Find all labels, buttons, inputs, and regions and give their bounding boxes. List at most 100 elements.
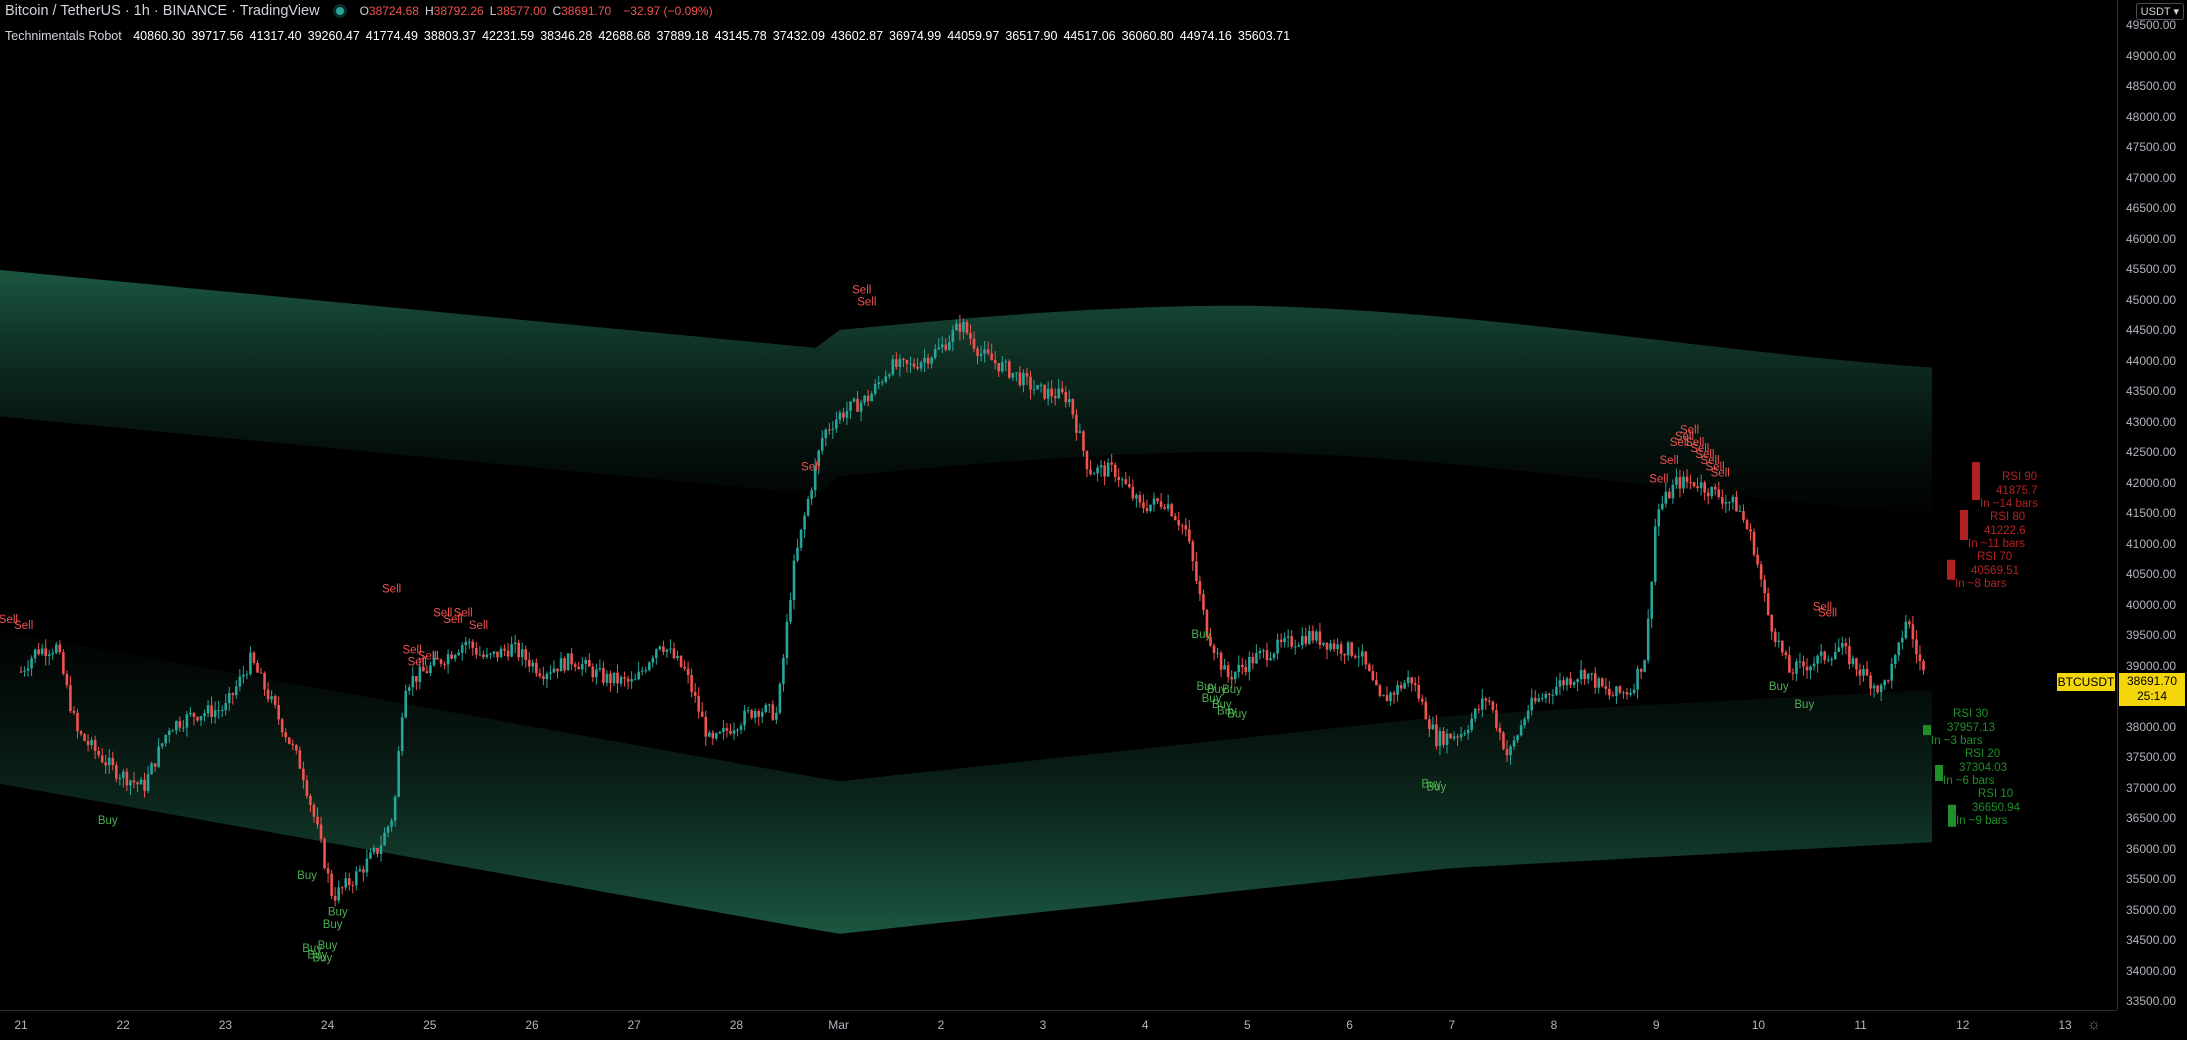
candle-body bbox=[570, 653, 573, 665]
candle-body bbox=[1117, 476, 1121, 481]
candle-body bbox=[407, 687, 411, 691]
candle-body bbox=[1202, 594, 1205, 611]
candle-body bbox=[249, 652, 252, 675]
candle-body bbox=[1848, 646, 1851, 665]
candle-body bbox=[524, 649, 528, 660]
candle-body bbox=[1678, 476, 1682, 489]
buy-signal: Buy bbox=[1227, 708, 1247, 720]
candle-body bbox=[760, 712, 764, 717]
candle-body bbox=[26, 668, 30, 671]
rsi-level-price: 36650.94 bbox=[1972, 802, 2021, 814]
candle-body bbox=[1537, 698, 1541, 702]
candle-body bbox=[662, 646, 665, 652]
candle-body bbox=[1382, 695, 1385, 697]
support-band bbox=[0, 631, 1933, 934]
candle-body bbox=[1445, 733, 1449, 745]
candle-body bbox=[1643, 660, 1646, 672]
candle-body bbox=[1540, 698, 1544, 700]
sell-signal: Sell bbox=[1675, 431, 1694, 443]
candle-body bbox=[1322, 642, 1325, 645]
candle-body bbox=[1128, 483, 1131, 488]
candle-body bbox=[693, 692, 697, 696]
candle-body bbox=[153, 763, 157, 767]
indicator-value: 36974.99 bbox=[889, 29, 942, 43]
time-axis[interactable]: 21 22 23 24 25 26 27 28 Mar 2 3 4 5 6 7 8 9 10 11 12 13 ☼ bbox=[0, 1010, 2117, 1040]
candle-body bbox=[1590, 673, 1594, 675]
candle-body bbox=[602, 668, 605, 683]
candle-body bbox=[1879, 685, 1883, 693]
candle-body bbox=[1343, 653, 1346, 656]
candle-body bbox=[1862, 668, 1865, 676]
candle-body bbox=[44, 648, 48, 656]
candle-body bbox=[266, 689, 270, 700]
candle-body bbox=[884, 376, 888, 382]
candle-body bbox=[1272, 653, 1276, 659]
price-tick: 40500.00 bbox=[2126, 567, 2177, 581]
candle-body bbox=[1124, 479, 1128, 484]
candle-body bbox=[457, 652, 460, 656]
candle-body bbox=[192, 712, 196, 717]
candle-body bbox=[1675, 476, 1678, 485]
currency-selector-button[interactable]: USDT ▾ bbox=[2135, 3, 2184, 20]
indicator-legend[interactable]: Technimentals Robot 40860.30 39717.56 4131… bbox=[5, 29, 1296, 43]
candle-body bbox=[1530, 697, 1534, 711]
candle-body bbox=[1420, 698, 1424, 702]
candle-body bbox=[1692, 482, 1696, 487]
indicator-value: 44517.06 bbox=[1063, 29, 1116, 43]
candle-body bbox=[1629, 692, 1632, 695]
candle-body bbox=[319, 824, 323, 840]
buy-signal: Buy bbox=[328, 907, 348, 919]
candle-body bbox=[753, 711, 757, 718]
symbol-title[interactable]: Bitcoin / TetherUS · 1h · BINANCE · Trad… bbox=[5, 3, 320, 19]
candle-body bbox=[1413, 683, 1417, 686]
price-tick: 45000.00 bbox=[2126, 292, 2177, 307]
candle-body bbox=[1449, 733, 1452, 739]
candle-body bbox=[1297, 645, 1301, 647]
candle-body bbox=[1060, 388, 1064, 392]
candle-body bbox=[538, 673, 542, 677]
candle-body bbox=[838, 412, 842, 420]
candle-body bbox=[1703, 482, 1706, 493]
candle-body bbox=[633, 679, 637, 681]
candle-body bbox=[1466, 729, 1470, 734]
candle-body bbox=[464, 641, 468, 646]
candle-body bbox=[485, 654, 489, 658]
sell-signal: Sell bbox=[469, 620, 488, 632]
candle-body bbox=[65, 673, 69, 686]
candle-body bbox=[1195, 561, 1198, 582]
price-chart[interactable]: SellSellSellSellSellSellSellSellSellSell… bbox=[0, 0, 2117, 1010]
candle-body bbox=[224, 703, 228, 711]
rsi-bar bbox=[1960, 509, 1968, 540]
candle-body bbox=[185, 714, 189, 728]
candle-body bbox=[1251, 656, 1255, 664]
candle-body bbox=[100, 755, 104, 763]
candle-body bbox=[1724, 502, 1728, 504]
candle-body bbox=[930, 357, 933, 364]
price-axis[interactable]: USDT ▾ 49500.00 49000.00 48500.00 48000.00 4… bbox=[2117, 0, 2187, 1010]
candle-body bbox=[1071, 399, 1075, 415]
candle-body bbox=[1548, 693, 1551, 696]
candle-body bbox=[1205, 610, 1209, 637]
candle-body bbox=[1611, 695, 1615, 697]
buy-signal: Buy bbox=[318, 940, 338, 952]
time-tick: 13 bbox=[2058, 1018, 2072, 1032]
candle-body bbox=[1149, 504, 1152, 512]
candle-body bbox=[799, 529, 803, 548]
price-tick: 40000.00 bbox=[2126, 597, 2177, 612]
market-status-icon[interactable] bbox=[335, 7, 344, 15]
candle-body bbox=[831, 428, 835, 430]
sell-signal: Sell bbox=[418, 650, 437, 662]
candle-body bbox=[563, 658, 566, 671]
candle-body bbox=[365, 858, 369, 873]
resistance-band bbox=[0, 270, 1933, 514]
price-tick: 37500.00 bbox=[2126, 750, 2177, 764]
time-tick: 11 bbox=[1854, 1018, 1867, 1032]
chart-settings-gear-icon[interactable]: ☼ bbox=[2087, 1016, 2101, 1033]
indicator-name[interactable]: Technimentals Robot bbox=[5, 29, 122, 43]
candle-body bbox=[51, 652, 55, 655]
candle-body bbox=[404, 690, 408, 718]
candle-body bbox=[912, 363, 916, 367]
candle-body bbox=[792, 560, 796, 600]
candle-body bbox=[351, 885, 355, 887]
candle-body bbox=[1918, 654, 1922, 662]
